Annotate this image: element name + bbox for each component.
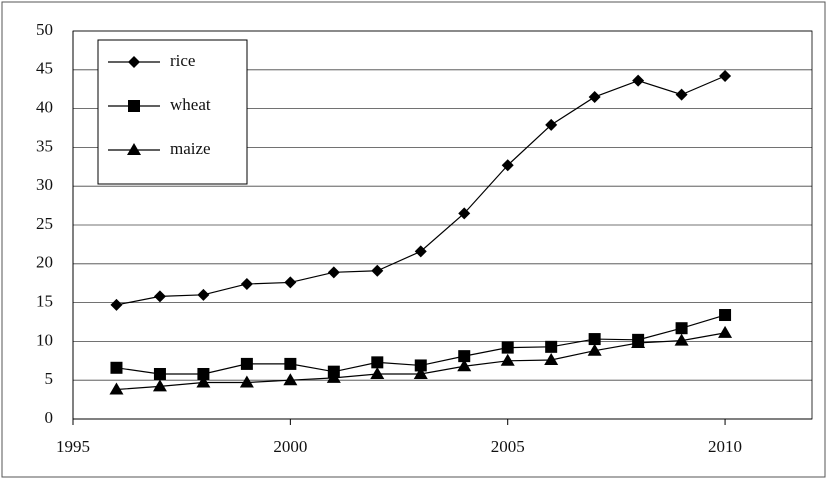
marker [110,361,123,374]
marker [326,370,341,383]
marker [544,353,559,366]
x-tick-label: 1995 [56,437,90,456]
marker [718,325,733,338]
marker [239,375,254,388]
marker [371,264,384,277]
y-tick-label: 0 [45,408,54,427]
marker [458,207,471,220]
marker [197,288,210,301]
y-tick-label: 45 [36,59,53,78]
marker [675,322,688,335]
marker [501,341,514,354]
legend-label: rice [170,51,195,70]
marker [153,367,166,380]
y-tick-label: 25 [36,214,53,233]
marker [587,343,602,356]
marker [414,359,427,372]
x-tick-label: 2010 [708,437,742,456]
marker [674,333,689,346]
marker [588,333,601,346]
marker [500,353,515,366]
marker [327,266,340,279]
y-tick-label: 50 [36,20,53,39]
y-tick-label: 40 [36,98,53,117]
plot-border [72,30,813,420]
marker [196,375,211,388]
marker [127,143,141,155]
marker [128,100,140,112]
marker [371,356,384,369]
marker [284,276,297,289]
marker [632,74,645,87]
marker [545,340,558,353]
marker [545,118,558,131]
marker [457,359,472,372]
y-tick-label: 30 [36,175,53,194]
marker [501,159,514,172]
marker [283,373,298,386]
y-tick-label: 35 [36,136,53,155]
marker [414,245,427,258]
y-tick-label: 15 [36,292,53,311]
legend-label: wheat [170,95,211,114]
legend-label: maize [170,139,211,158]
marker [110,298,123,311]
marker [719,309,732,322]
y-tick-label: 10 [36,330,53,349]
marker [588,90,601,103]
marker [240,277,253,290]
marker [719,70,732,83]
legend-box [97,39,248,185]
marker [370,366,385,379]
marker [197,367,210,380]
marker [458,350,471,363]
marker [128,56,140,68]
x-tick-label: 2000 [273,437,307,456]
x-tick-label: 2005 [491,437,525,456]
marker [284,357,297,370]
y-tick-label: 5 [45,369,54,388]
marker [675,88,688,101]
marker [152,379,167,392]
marker [240,357,253,370]
y-tick-label: 20 [36,253,53,272]
marker [631,335,646,348]
marker [109,382,124,395]
marker [413,366,428,379]
marker [153,290,166,303]
